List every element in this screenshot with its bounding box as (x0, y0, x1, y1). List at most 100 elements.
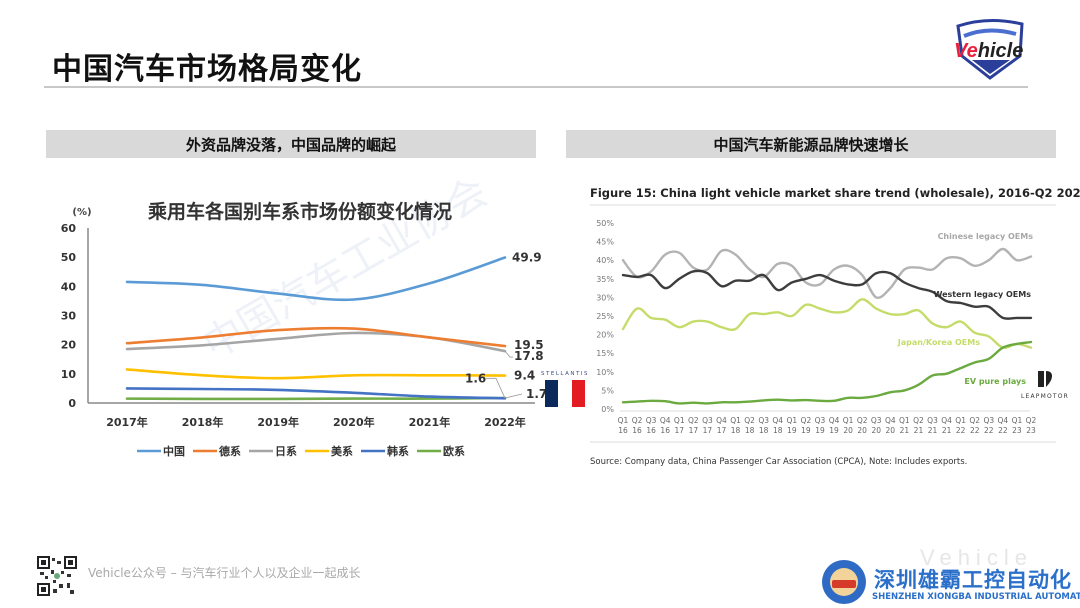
x-tick-year: 23 (1012, 426, 1022, 435)
y-tick-label: 5% (601, 386, 614, 395)
x-tick-quarter: Q2 (632, 416, 643, 425)
x-tick-label: 2022年 (484, 415, 526, 429)
series-line-europe (125, 396, 507, 401)
x-tick-quarter: Q3 (758, 416, 769, 425)
france-flag-icon (545, 380, 585, 407)
x-tick-label: 2021年 (409, 415, 451, 429)
legend-label-usa: 美系 (331, 444, 353, 458)
right-section-header: 中国汽车新能源品牌快速增长 (566, 130, 1056, 158)
series-line-western_legacy (621, 269, 1033, 320)
series-line-china (125, 256, 507, 302)
x-tick-year: 20 (871, 426, 881, 435)
right-line-chart: Figure 15: China light vehicle market sh… (590, 186, 1080, 467)
stellantis-logo-text: STELLANTIS (541, 371, 589, 377)
y-tick-label: 40 (61, 280, 77, 293)
x-tick-quarter: Q2 (801, 416, 812, 425)
y-tick-label: 60 (61, 222, 77, 235)
y-tick-label: 0% (601, 405, 614, 414)
x-tick-year: 21 (900, 426, 910, 435)
x-tick-quarter: Q1 (899, 416, 910, 425)
y-axis-unit-label: (%) (72, 207, 91, 218)
company-name-cn: 深圳雄霸工控自动化 (874, 568, 1072, 592)
series-label-japan_korea: Japan/Korea OEMs (897, 338, 980, 347)
page-title: 中国汽车市场格局变化 (52, 52, 362, 87)
leader-line (504, 393, 523, 399)
x-tick-quarter: Q2 (688, 416, 699, 425)
x-tick-year: 17 (717, 426, 727, 435)
source-note: Source: Company data, China Passenger Ca… (590, 457, 967, 467)
x-tick-quarter: Q2 (1026, 416, 1037, 425)
x-tick-year: 19 (829, 426, 839, 435)
leapmotor-text: LEAPMOTOR (1021, 393, 1069, 400)
data-label-germany: 19.5 (514, 338, 544, 352)
x-tick-year: 21 (914, 426, 924, 435)
y-tick-label: 20% (596, 331, 614, 340)
x-tick-quarter: Q3 (646, 416, 657, 425)
y-tick-label: 50% (596, 219, 614, 228)
data-label-korea: 1.6 (465, 371, 486, 385)
left-line-chart: 中国汽车工业协会 乘用车各国别车系市场份额变化情况 (%) 0102030405… (61, 169, 548, 458)
x-tick-year: 17 (675, 426, 685, 435)
xiongba-mascot-icon (822, 560, 866, 604)
y-tick-label: 0 (68, 397, 76, 410)
x-tick-year: 22 (984, 426, 994, 435)
x-tick-year: 18 (759, 426, 769, 435)
x-tick-year: 20 (886, 426, 896, 435)
y-tick-label: 15% (596, 349, 614, 358)
legend-label-korea: 韩系 (387, 444, 409, 458)
x-tick-year: 16 (632, 426, 642, 435)
flag-red-stripe (571, 380, 585, 407)
y-tick-label: 10% (596, 368, 614, 377)
x-tick-quarter: Q4 (998, 416, 1009, 425)
leapmotor-logo: LEAPMOTOR (1021, 371, 1069, 400)
legend-label-china: 中国 (163, 444, 185, 458)
x-tick-label: 2017年 (106, 415, 148, 429)
series-line-korea (125, 387, 507, 400)
x-tick-quarter: Q2 (857, 416, 868, 425)
series-label-western_legacy: Western legacy OEMs (934, 290, 1032, 299)
x-tick-quarter: Q3 (871, 416, 882, 425)
logo-text-accent: Ve (954, 40, 978, 62)
x-tick-quarter: Q3 (927, 416, 938, 425)
x-tick-year: 22 (998, 426, 1008, 435)
x-tick-quarter: Q4 (829, 416, 840, 425)
series-line-ev_pure (621, 340, 1033, 405)
y-tick-label: 25% (596, 312, 614, 321)
vehicle-logo: Vehicle (948, 16, 1032, 82)
qr-code-icon[interactable] (37, 556, 77, 596)
x-tick-label: 2018年 (182, 415, 224, 429)
series-line-usa (125, 368, 507, 380)
y-tick-label: 30% (596, 293, 614, 302)
x-tick-quarter: Q2 (913, 416, 924, 425)
left-section-header: 外资品牌没落，中国品牌的崛起 (46, 130, 536, 158)
data-label-europe: 1.7 (526, 387, 547, 401)
y-tick-label: 20 (61, 339, 77, 352)
x-tick-quarter: Q3 (815, 416, 826, 425)
x-tick-quarter: Q4 (660, 416, 671, 425)
y-tick-label: 30 (61, 310, 77, 323)
x-tick-year: 17 (689, 426, 699, 435)
x-tick-quarter: Q1 (730, 416, 741, 425)
x-tick-quarter: Q1 (1012, 416, 1023, 425)
series-line-japan_korea (621, 298, 1033, 350)
legend-label-germany: 德系 (218, 444, 241, 458)
x-tick-year: 20 (857, 426, 867, 435)
x-tick-quarter: Q3 (702, 416, 713, 425)
x-tick-quarter: Q2 (744, 416, 755, 425)
x-tick-label: 2019年 (257, 415, 299, 429)
legend-label-europe: 欧系 (443, 444, 465, 458)
title-divider (44, 86, 1028, 88)
x-tick-quarter: Q1 (618, 416, 629, 425)
flag-blue-stripe (545, 380, 559, 407)
series-line-japan (125, 331, 507, 353)
x-tick-year: 19 (815, 426, 825, 435)
x-tick-year: 19 (787, 426, 797, 435)
logo-text-rest: hicle (977, 40, 1024, 62)
x-tick-year: 18 (731, 426, 741, 435)
x-tick-year: 20 (843, 426, 853, 435)
chart-title: 乘用车各国别车系市场份额变化情况 (147, 200, 452, 223)
y-tick-label: 10 (61, 368, 77, 381)
y-tick-label: 45% (596, 238, 614, 247)
footer-slogan: Vehicle公众号 – 与汽车行业个人以及企业一起成长 (88, 566, 361, 580)
x-tick-quarter: Q4 (716, 416, 727, 425)
